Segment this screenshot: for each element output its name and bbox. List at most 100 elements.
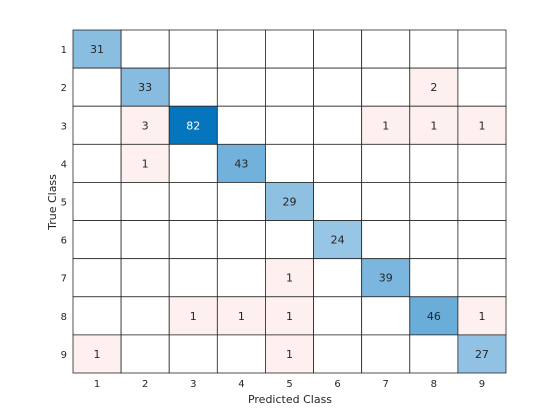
x-tick-label: 4 bbox=[238, 379, 244, 390]
y-axis-label: True Class bbox=[46, 174, 59, 231]
matrix-cell bbox=[168, 182, 218, 221]
matrix-cell bbox=[457, 182, 507, 221]
matrix-cell bbox=[120, 296, 170, 336]
matrix-cell bbox=[216, 67, 266, 107]
matrix-cell bbox=[120, 67, 170, 107]
cell-value-label: 1 bbox=[286, 348, 293, 361]
cell-value-label: 1 bbox=[190, 310, 197, 323]
matrix-cell bbox=[216, 143, 266, 183]
matrix-cell bbox=[265, 296, 314, 336]
y-tick-label: 8 bbox=[61, 312, 67, 323]
matrix-cell bbox=[313, 258, 363, 298]
matrix-cell bbox=[409, 29, 459, 69]
matrix-cell bbox=[409, 182, 459, 221]
matrix-cell bbox=[168, 67, 218, 107]
matrix-cell bbox=[265, 67, 314, 107]
y-tick-label: 1 bbox=[61, 45, 67, 56]
matrix-cell bbox=[265, 29, 314, 69]
x-tick-label: 5 bbox=[286, 379, 292, 390]
cell-value-label: 29 bbox=[283, 196, 297, 209]
x-tick-label: 8 bbox=[431, 379, 437, 390]
matrix-cell bbox=[361, 105, 411, 145]
matrix-cell bbox=[409, 258, 459, 298]
matrix-cell bbox=[168, 334, 218, 374]
matrix-cell bbox=[313, 29, 363, 69]
matrix-cell bbox=[409, 67, 459, 107]
cell-value-label: 1 bbox=[478, 119, 485, 132]
matrix-cell bbox=[265, 143, 314, 183]
matrix-cell bbox=[313, 182, 363, 221]
matrix-cell bbox=[72, 334, 122, 374]
matrix-cells: 31 33 2 3 82 1 1 1 1 43 29 24 1 39 1 1 1 46 1 1 1 27 bbox=[72, 29, 507, 374]
matrix-cell bbox=[72, 29, 122, 69]
cell-value-label: 33 bbox=[138, 81, 152, 94]
matrix-cell bbox=[72, 258, 122, 298]
cell-value-label: 24 bbox=[331, 234, 345, 247]
y-tick-label: 3 bbox=[61, 121, 67, 132]
matrix-cell bbox=[457, 296, 507, 336]
y-tick-labels: 1 2 3 4 5 6 7 8 9 bbox=[61, 45, 67, 361]
matrix-cell bbox=[457, 258, 507, 298]
cell-value-label: 1 bbox=[430, 119, 437, 132]
cell-value-label: 39 bbox=[379, 272, 393, 285]
cell-value-label: 3 bbox=[142, 119, 149, 132]
matrix-cell bbox=[361, 67, 411, 107]
matrix-cell bbox=[361, 29, 411, 69]
cell-value-label: 1 bbox=[382, 119, 389, 132]
matrix-cell bbox=[168, 29, 218, 69]
matrix-cell bbox=[361, 143, 411, 183]
matrix-cell bbox=[216, 258, 266, 298]
cell-value-label: 27 bbox=[475, 348, 489, 361]
cell-value-label: 1 bbox=[286, 310, 293, 323]
matrix-cell bbox=[216, 29, 266, 69]
x-tick-label: 7 bbox=[383, 379, 389, 390]
matrix-cell bbox=[120, 29, 170, 69]
cell-value-label: 43 bbox=[234, 157, 248, 170]
matrix-cell bbox=[120, 334, 170, 374]
matrix-cell bbox=[457, 143, 507, 183]
x-tick-label: 9 bbox=[479, 379, 485, 390]
matrix-cell bbox=[120, 258, 170, 298]
x-tick-label: 6 bbox=[334, 379, 340, 390]
matrix-cell bbox=[216, 220, 266, 260]
matrix-cell bbox=[457, 220, 507, 260]
matrix-cell bbox=[72, 143, 122, 183]
matrix-cell bbox=[168, 258, 218, 298]
matrix-cell bbox=[457, 334, 507, 374]
x-tick-label: 3 bbox=[190, 379, 196, 390]
x-tick-label: 2 bbox=[142, 379, 148, 390]
matrix-cell bbox=[313, 143, 363, 183]
matrix-cell bbox=[457, 29, 507, 69]
cell-value-label: 1 bbox=[478, 310, 485, 323]
cell-value-label: 31 bbox=[90, 43, 104, 56]
y-tick-label: 5 bbox=[61, 198, 67, 209]
x-tick-labels: 1 2 3 4 5 6 7 8 9 bbox=[94, 379, 485, 390]
cell-value-label: 2 bbox=[430, 81, 437, 94]
cell-value-label: 82 bbox=[186, 119, 200, 132]
matrix-cell bbox=[313, 334, 363, 374]
matrix-cell bbox=[265, 105, 314, 145]
matrix-cell bbox=[313, 220, 363, 260]
matrix-cell bbox=[361, 296, 411, 336]
x-tick-label: 1 bbox=[94, 379, 100, 390]
cell-value-label: 1 bbox=[286, 272, 293, 285]
matrix-cell bbox=[120, 220, 170, 260]
matrix-cell bbox=[409, 334, 459, 374]
cell-value-label: 1 bbox=[142, 157, 149, 170]
matrix-cell bbox=[457, 67, 507, 107]
matrix-cell bbox=[72, 220, 122, 260]
matrix-cell bbox=[409, 143, 459, 183]
matrix-cell bbox=[168, 220, 218, 260]
matrix-cell bbox=[216, 182, 266, 221]
matrix-cell bbox=[168, 143, 218, 183]
matrix-cell bbox=[265, 220, 314, 260]
y-tick-label: 4 bbox=[61, 159, 67, 170]
matrix-cell bbox=[120, 182, 170, 221]
matrix-cell bbox=[313, 105, 363, 145]
matrix-cell bbox=[313, 67, 363, 107]
x-axis-label: Predicted Class bbox=[248, 393, 332, 406]
cell-value-label: 46 bbox=[427, 310, 441, 323]
matrix-cell bbox=[72, 105, 122, 145]
matrix-cell bbox=[72, 182, 122, 221]
